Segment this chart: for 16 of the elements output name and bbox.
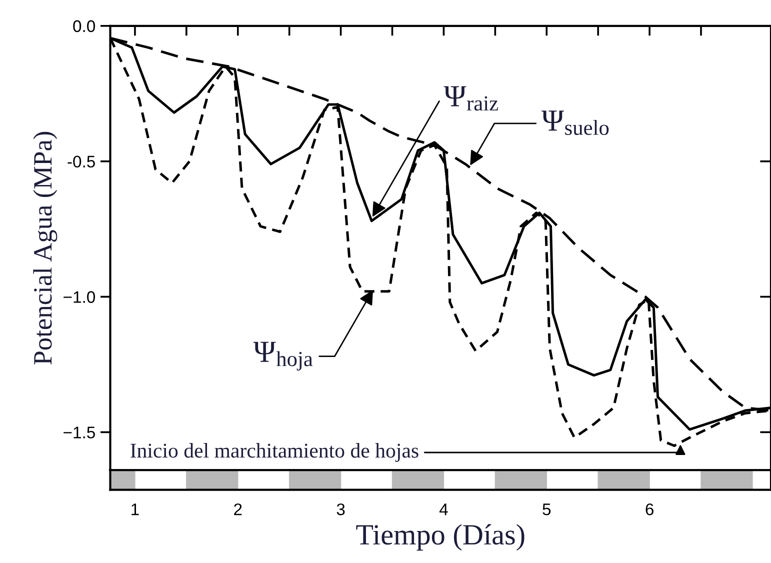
- annotation: Ψ$_{suelo}$: [542, 110, 609, 136]
- y-axis-title: Potencial Agua (MPa): [33, 132, 58, 365]
- y-tick-label: 0.0: [73, 20, 96, 32]
- y-tick-label: -0.5: [68, 156, 95, 168]
- x-tick-label: 3: [336, 503, 345, 516]
- y-tick-label: −1.5: [64, 426, 95, 438]
- annotation: Inicio del marchitamiento de hojas: [130, 443, 418, 462]
- x-tick-label: 4: [439, 504, 448, 516]
- annotation: Ψ$_{raiz}$: [444, 86, 498, 111]
- annotation: Ψ$_{hoja}$: [253, 342, 313, 371]
- x-tick-label: 5: [542, 504, 551, 516]
- y-tick-label: −1.0: [64, 291, 96, 303]
- x-tick-label: 2: [234, 503, 242, 516]
- x-axis-title: Tiempo (Días): [356, 524, 524, 551]
- x-tick-label: 6: [646, 503, 654, 516]
- x-tick-label: 1: [132, 504, 139, 516]
